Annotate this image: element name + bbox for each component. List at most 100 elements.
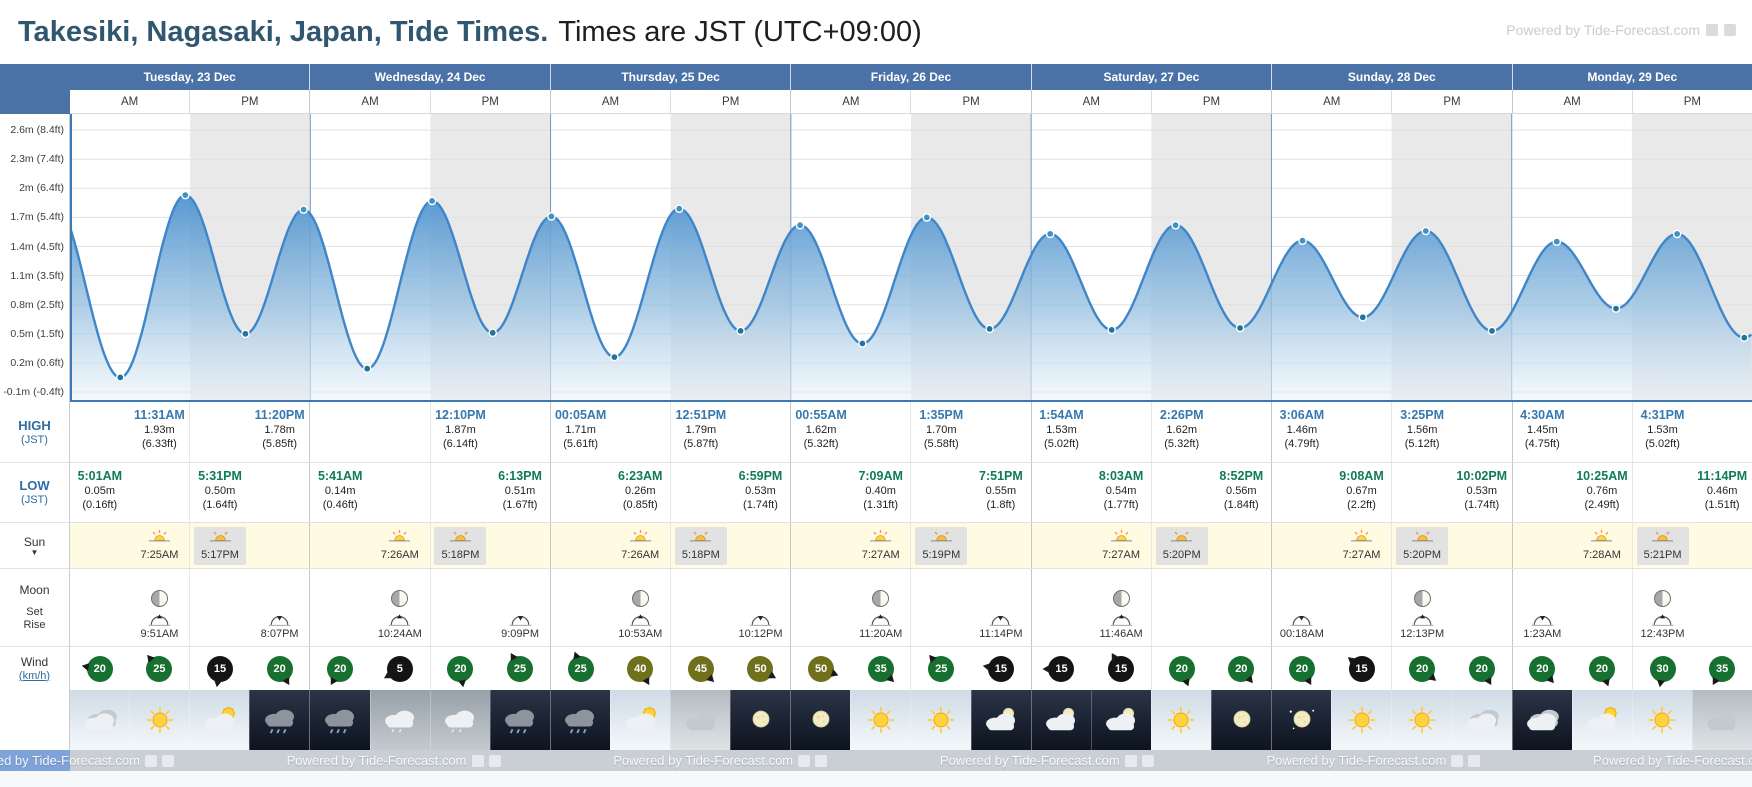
moon-cell: 11:20AM 11:14PM [790,569,1030,646]
tide-extreme-marker [1552,237,1562,246]
sunset-icon [1651,529,1674,548]
sunrise-item: 7:26AM [621,529,659,562]
quarter-slot: 10:25AM 0.76m (2.49ft) [1572,463,1632,522]
row-label-weather [0,690,70,750]
quarter-slot: 15 [1091,647,1151,690]
tide-height-m: 1.71m [565,424,596,436]
low-tide-time: 6:23AM [618,469,663,483]
wind-badge: 15 [1103,650,1139,687]
ampm-row: AM PM AM PM AM PM AM PM AM PM AM PM AM PM [70,90,1752,114]
wind-direction-arrow [768,670,779,682]
sun-cell: 7:28AM 5:21PM [1511,523,1752,568]
ampm-cell: AM PM [1271,90,1511,113]
quarter-slot: 7:27AM [1091,523,1151,568]
low-tide-time: 9:08AM [1339,469,1384,483]
quarter-slot: 5:18PM [429,523,491,568]
sunset-item: 5:18PM [674,526,727,565]
low-tide-row: 5:01AM 0.05m (0.16ft) 5:31PM 0.50m (1.64ft) 5:… [70,462,1752,522]
watermark-text: Powered by Tide-Forecast.com [1593,753,1752,768]
wind-speed-value: 20 [1288,655,1315,682]
wind-cell: 50 35 25 15 [790,647,1030,690]
watermark-icon [1141,754,1154,767]
wind-badge: 40 [622,651,658,687]
day-header: Monday, 29 Dec [1511,64,1752,90]
tide-height-m: 1.46m [1286,424,1318,436]
row-label-sun[interactable]: Sun ▼ [0,522,70,568]
quarter-slot [250,523,310,568]
wind-unit-link[interactable]: (km/h) [18,669,51,682]
quarter-slot: 00:18AM [1272,569,1332,646]
low-tide-cell: 9:08AM 0.67m (2.2ft) 10:02PM 0.53m (1.74ft) [1271,463,1511,522]
page-header: Takesiki, Nagasaki, Japan, Tide Times. T… [0,0,1752,64]
tide-extreme-marker [1235,323,1245,333]
sun-cell: 7:26AM 5:18PM [549,523,790,568]
am-label: AM [1082,95,1100,108]
watermark-icon [815,754,828,767]
sunrise-icon [1110,529,1133,548]
watermark-icon [798,754,811,767]
quarter-slot [791,523,851,568]
quarter-slot: 50 [731,647,791,690]
low-jst-label: (JST) [21,494,48,506]
y-axis-label: -0.1m (-0.4ft) [3,386,64,398]
weather-tile-partly [189,690,250,750]
pm-label: PM [429,90,550,113]
low-tide-entry: 8:52PM 0.56m (1.84ft) [1219,463,1263,512]
high-tide-entry: 1:54AM 1.53m (5.02ft) [1039,402,1083,451]
wind-badge: 50 [803,651,840,687]
high-tide-entry: 12:51PM 1.79m (5.87ft) [676,402,727,451]
moon-rise-entry: 10:53AM [618,590,662,646]
wind-badge: 20 [442,651,478,688]
quarter-slot [490,523,550,568]
low-tide-cell: 5:01AM 0.05m (0.16ft) 5:31PM 0.50m (1.64ft) [70,463,309,522]
tide-extreme-marker [299,205,308,214]
weather-tile-sun [129,690,190,750]
weather-tile-sun [1631,690,1692,750]
tide-height-m: 0.26m [624,485,656,497]
watermark-icon [144,754,157,767]
quarter-slot [910,569,971,646]
footer-watermark: Powered by Tide-Forecast.com [0,753,174,768]
moon-label: Moon [19,583,50,597]
day-header: Saturday, 27 Dec [1030,64,1271,90]
moon-cell: 11:46AM [1030,569,1271,646]
tide-height-ft: (1.31ft) [863,499,899,511]
wind-row: 20 25 15 20 20 5 20 25 25 40 45 50 50 35 25 15 15 15 20 20 2… [70,646,1752,690]
tide-height-ft: (1.74ft) [1464,499,1500,511]
high-tide-entry: 4:30AM 1.45m (4.75ft) [1520,402,1564,451]
set-label: Set [26,606,43,618]
moon-rise-time: 10:53AM [618,628,663,640]
tide-height-m: 1.93m [144,424,175,436]
tide-height-m: 1.45m [1527,424,1558,436]
tide-height-ft: (5.02ft) [1044,438,1079,450]
quarter-slot: 20 [1513,647,1573,690]
quarter-slot [1391,463,1452,522]
moon-row: 9:51AM 8:07PM 10:24AM 9:09PM 10:53AM 10:12PM 1… [70,568,1752,646]
wind-badge: 20 [262,651,298,687]
wind-speed-value: 20 [86,655,113,682]
moonrise-icon [148,614,171,627]
wind-direction-arrow [458,679,468,688]
quarter-slot [310,402,370,462]
am-label: AM [1323,95,1341,108]
quarter-slot: 00:05AM 1.71m (5.61ft) [551,402,611,462]
sunset-icon [689,529,712,548]
watermark-text: Powered by Tide-Forecast.com [286,753,467,768]
moon-cell: 10:53AM 10:12PM [549,569,790,646]
quarter-slot [670,569,731,646]
watermark-icon [1124,754,1137,767]
tide-height-m: 0.54m [1105,485,1137,497]
tide-extreme-marker [1740,333,1749,342]
quarter-slot: 6:13PM 0.51m (1.67ft) [490,463,550,522]
tide-height-ft: (0.85ft) [622,499,658,511]
quarter-slot: 5:18PM [670,523,731,568]
moon-rise-time: 11:46AM [1099,628,1143,640]
row-label-moon: Moon Set Rise [0,568,70,646]
weather-tile-rain [489,690,550,750]
tide-extreme-marker [1045,229,1055,239]
moonset-icon [989,614,1012,627]
low-tide-time: 10:02PM [1456,469,1508,483]
wind-speed-value: 20 [1228,655,1255,682]
quarter-slot: 25 [490,647,550,690]
